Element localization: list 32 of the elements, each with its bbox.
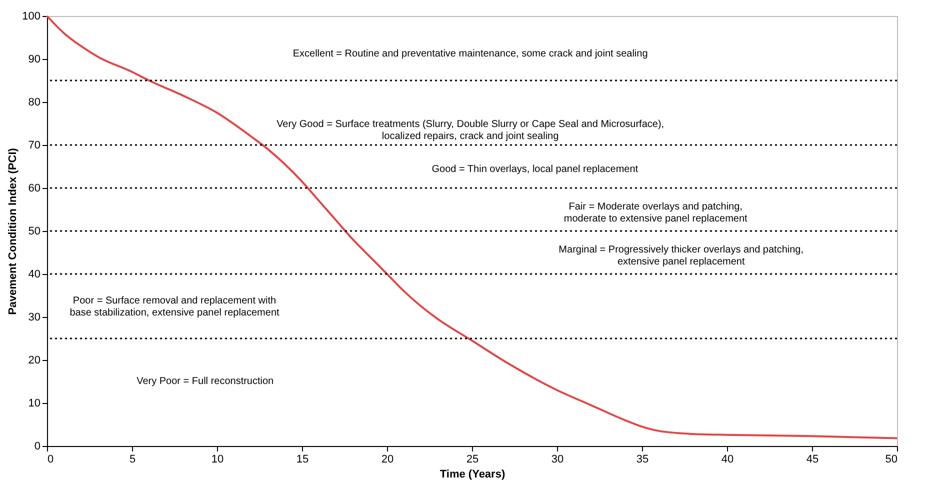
- y-tick-label: 90: [28, 54, 40, 66]
- annotation: Very Poor = Full reconstruction: [136, 376, 274, 388]
- y-tick-label: 80: [28, 96, 40, 108]
- line-series: [46, 15, 898, 440]
- x-tick-label: 50: [885, 454, 898, 466]
- annotation: Very Good = Surface treatments (Slurry, Double Slurry or Cape Seal and Microsurface), localized repairs, crack and joint sealing: [276, 118, 664, 142]
- annotation: Excellent = Routine and preventative maintenance, some crack and joint sealing: [292, 48, 648, 60]
- y-tick-label: 70: [28, 140, 40, 152]
- annotation: Poor = Surface removal and replacement with base stabilization, extensive panel replacement: [70, 296, 280, 319]
- y-tick-label: 20: [28, 354, 40, 366]
- x-tick-label: 10: [211, 454, 224, 466]
- y-tick-label: 30: [28, 312, 40, 324]
- y-tick-label: 100: [22, 10, 40, 22]
- x-tick-label: 25: [466, 454, 479, 466]
- x-tick-label: 30: [551, 454, 564, 466]
- x-tick-label: 35: [636, 454, 649, 466]
- y-tick-label: 0: [34, 440, 40, 452]
- y-tick-label: 40: [28, 268, 40, 280]
- y-tick-label: 50: [28, 226, 40, 238]
- annotation: Good = Thin overlays, local panel replacement: [432, 164, 638, 176]
- x-tick-label: 40: [721, 454, 734, 466]
- x-tick-label: 5: [129, 454, 136, 466]
- y-axis-title: Pavement Condition Index (PCI): [7, 148, 20, 315]
- x-tick-label: 20: [381, 454, 394, 466]
- x-tick-label: 15: [296, 454, 309, 466]
- y-tick-label: 60: [28, 182, 40, 194]
- x-tick-label: 45: [806, 454, 819, 466]
- x-axis-title: Time (Years): [440, 468, 506, 480]
- x-tick-label: 0: [48, 454, 54, 466]
- y-tick-label: 10: [28, 398, 40, 410]
- annotation: Marginal = Progressively thicker overlays and patching, extensive panel replacement: [558, 244, 804, 268]
- annotation: Fair = Moderate overlays and patching, moderate to extensive panel replacement: [564, 201, 748, 224]
